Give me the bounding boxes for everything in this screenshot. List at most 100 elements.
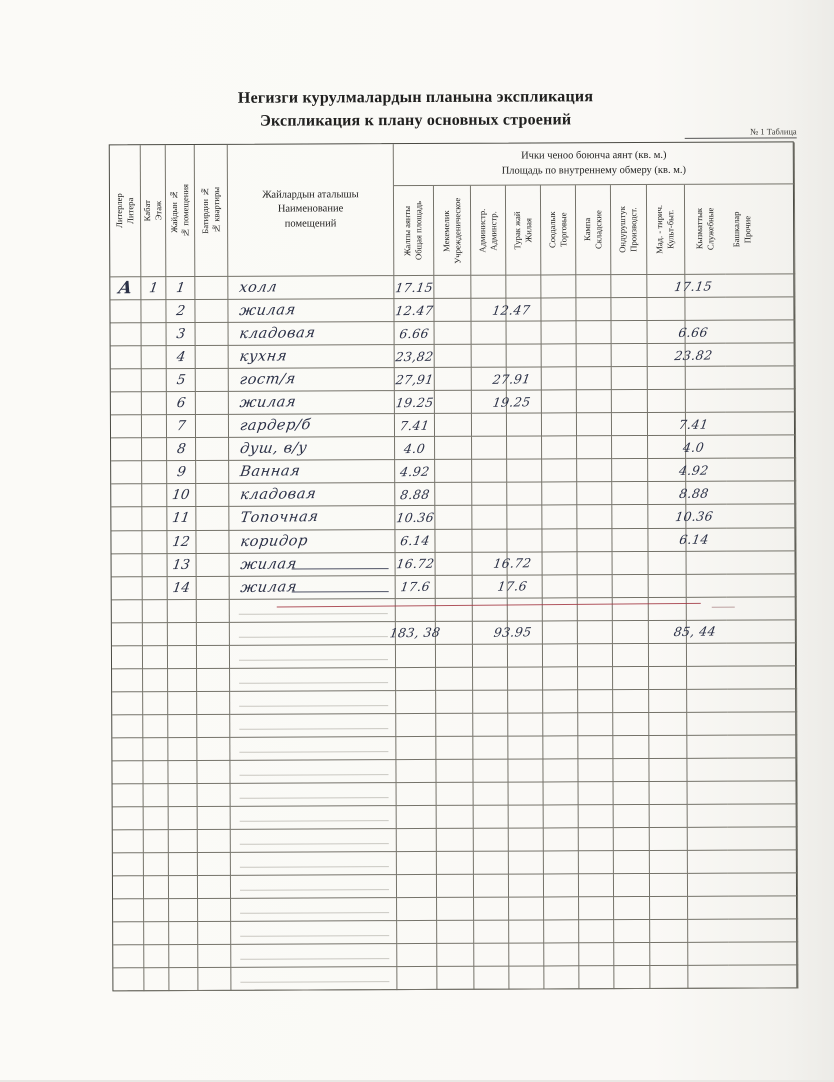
empty-row-room-number bbox=[167, 645, 198, 669]
room-name-value: жилая bbox=[239, 578, 299, 596]
empty-row-litera bbox=[112, 692, 144, 716]
empty-row-kult bbox=[648, 643, 688, 667]
col-header-area-text-kult: Мад. - тирич. Культ-быт. bbox=[654, 204, 676, 254]
table-row-3-sluzh: 6.66 bbox=[678, 320, 726, 344]
table-row-10-floor bbox=[142, 484, 168, 508]
empty-row-room-number bbox=[168, 668, 198, 692]
empty-row-torg bbox=[544, 897, 580, 921]
total-sluzh-value: 85, 44 bbox=[672, 623, 718, 640]
table-row-12-zhil bbox=[507, 528, 543, 553]
table-row-2-proch bbox=[725, 297, 796, 321]
empty-row-flat-number bbox=[197, 714, 231, 738]
table-row-4-sklad bbox=[576, 344, 612, 368]
col-header-area-torg: Соодалык Торговые bbox=[540, 185, 577, 276]
table-row-6-floor bbox=[141, 392, 167, 416]
total-value: 17.6 bbox=[399, 578, 431, 595]
empty-row-litera bbox=[111, 645, 144, 670]
table-row-6-flat-number bbox=[195, 392, 229, 416]
room-number-value: 3 bbox=[175, 326, 187, 343]
totals-row-torg bbox=[542, 621, 578, 645]
room-name-value: гост/я bbox=[238, 371, 297, 389]
col-header-area-text-zhil: Турак жай Жилая bbox=[511, 211, 534, 250]
table-row-12-room-number: 12 bbox=[167, 530, 197, 554]
spacer-row-uchr bbox=[435, 598, 473, 622]
empty-row-room-name bbox=[230, 783, 397, 807]
empty-row-kult bbox=[649, 827, 688, 852]
empty-row-proizv bbox=[614, 920, 651, 944]
room-name-value: кладовая bbox=[239, 486, 318, 504]
totals-row-zhil: 93.95 bbox=[493, 621, 543, 645]
table-row-7-floor bbox=[141, 415, 168, 439]
table-row-2-room-number: 2 bbox=[166, 300, 196, 324]
room-name-value: душ, в/у bbox=[238, 440, 309, 458]
table-row-5-room-name: гост/я bbox=[228, 368, 395, 393]
empty-row-proch bbox=[728, 942, 799, 967]
room-name-value: Ванная bbox=[238, 463, 302, 481]
col-header-area-text-proizv: Ондуруштук Производст. bbox=[617, 206, 639, 253]
empty-row-sluzh bbox=[687, 758, 728, 782]
empty-row-room-name bbox=[230, 875, 398, 900]
empty-row-flat-number bbox=[197, 760, 231, 784]
empty-row-total bbox=[397, 944, 438, 968]
empty-row-torg bbox=[543, 828, 579, 852]
empty-row-torg bbox=[543, 667, 579, 691]
table-number-label: № 1 Таблица bbox=[684, 126, 797, 139]
empty-row-proch bbox=[727, 666, 798, 690]
total-value: 17.15 bbox=[393, 279, 434, 295]
empty-row-torg bbox=[543, 690, 579, 714]
table-row-13-sluzh bbox=[686, 551, 727, 575]
empty-row-floor bbox=[144, 899, 170, 923]
totals-row-litera bbox=[111, 622, 143, 647]
table-row-10-uchr bbox=[435, 483, 473, 507]
table-row-9-floor bbox=[142, 461, 168, 485]
empty-row-room-number bbox=[168, 714, 198, 739]
table-row-11-total: 10.36 bbox=[395, 506, 436, 530]
empty-row-litera bbox=[113, 968, 145, 992]
table-row-3-litera bbox=[110, 323, 142, 347]
empty-row-room-name bbox=[231, 944, 398, 969]
name-cell-guide-line bbox=[239, 681, 389, 684]
table-row-7-room-number: 7 bbox=[166, 415, 197, 439]
empty-row-flat-number bbox=[197, 691, 231, 715]
room-name-value: жилая bbox=[238, 302, 297, 320]
table-row-4-room-name: кухня bbox=[228, 345, 395, 370]
col-header-left-2: Жайдын № № помещения bbox=[165, 144, 196, 278]
empty-row-litera bbox=[113, 922, 145, 946]
table-row-4-proizv bbox=[611, 344, 648, 368]
spacer-row-sluzh bbox=[686, 597, 727, 621]
empty-row-room-number bbox=[168, 807, 198, 831]
empty-row-uchr bbox=[437, 944, 475, 968]
empty-row-flat-number bbox=[198, 945, 232, 969]
empty-row-uchr bbox=[436, 828, 474, 853]
table-row-4-adm bbox=[471, 344, 507, 368]
table-row-6-litera bbox=[110, 392, 142, 416]
table-row-5-zhil: 27.91 bbox=[492, 367, 542, 391]
table-row-3-sklad bbox=[576, 321, 612, 345]
empty-row-room-number bbox=[169, 945, 199, 969]
empty-row-torg bbox=[543, 713, 579, 737]
empty-row-room-number bbox=[169, 968, 199, 992]
table-row-1-room-number: 1 bbox=[166, 276, 196, 301]
spacer-row-floor bbox=[142, 599, 168, 623]
room-number-value: 1 bbox=[174, 279, 186, 297]
room-name-value: холл bbox=[238, 279, 279, 296]
empty-row-kult bbox=[650, 943, 689, 967]
table-row-13-zhil: 16.72 bbox=[493, 552, 543, 576]
empty-row-adm bbox=[473, 713, 509, 737]
table-row-1-sklad bbox=[576, 275, 612, 299]
spacer-row-kult bbox=[648, 597, 687, 621]
spacer-row-zhil bbox=[507, 598, 543, 622]
room-number-value: 11 bbox=[171, 510, 192, 527]
empty-row-adm bbox=[473, 690, 509, 714]
table-row-12-adm bbox=[472, 529, 508, 553]
empty-row-adm bbox=[474, 967, 510, 991]
zhil-value: 16.72 bbox=[492, 555, 533, 571]
table-row-3-proizv bbox=[611, 321, 648, 345]
empty-row-sluzh bbox=[687, 873, 729, 898]
table-row-9-proizv bbox=[612, 459, 649, 483]
col-header-left-3: Батирдин № № квартиры bbox=[194, 144, 229, 277]
empty-row-zhil bbox=[508, 782, 544, 806]
table-row-12-flat-number bbox=[196, 530, 230, 554]
table-row-10-room-name: кладовая bbox=[229, 483, 396, 508]
room-name-value: гардер/б bbox=[238, 417, 313, 435]
